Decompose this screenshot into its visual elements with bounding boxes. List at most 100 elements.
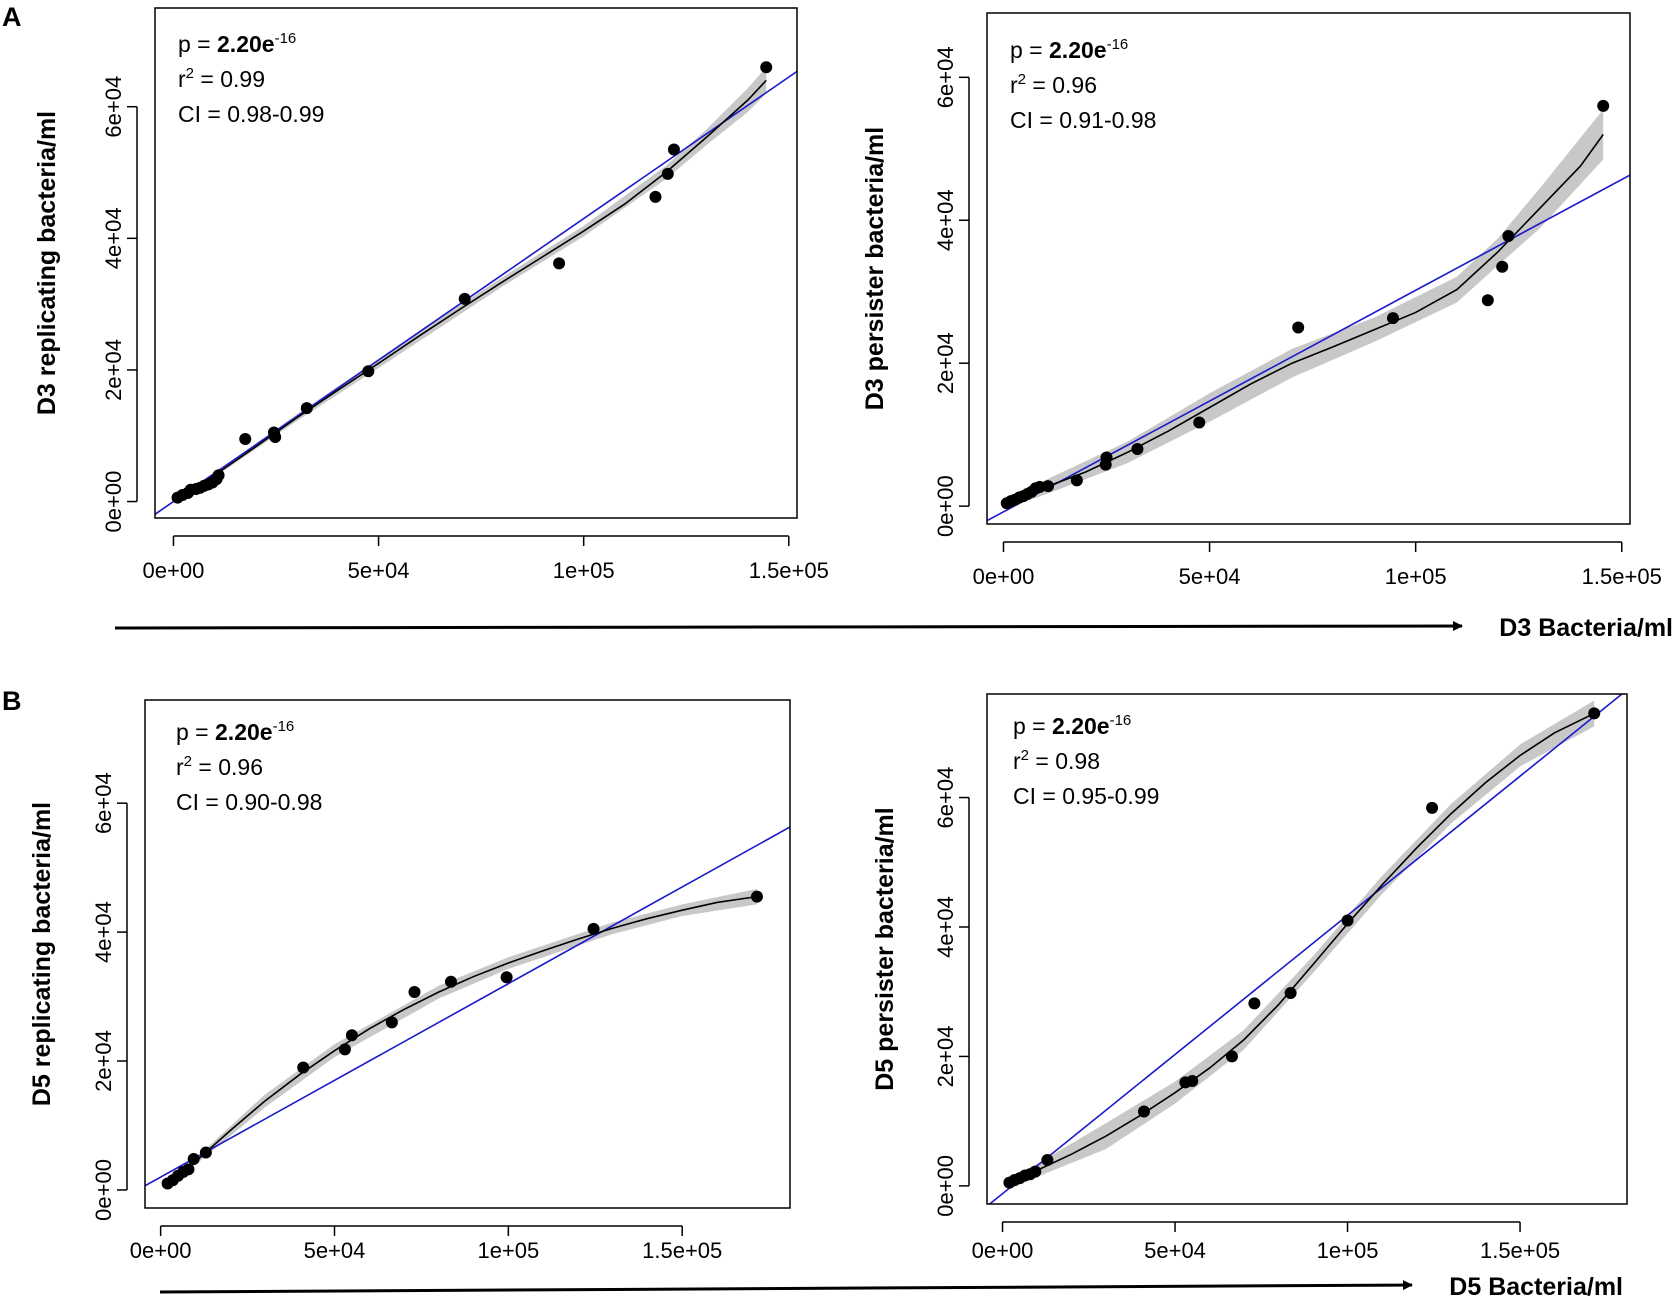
p-value-annotation: p = 2.20e-16 bbox=[176, 718, 294, 745]
data-point bbox=[1193, 416, 1206, 429]
x-tick-label: 0e+00 bbox=[130, 1238, 192, 1263]
y-tick-label: 4e+04 bbox=[91, 901, 116, 963]
data-point bbox=[1248, 997, 1261, 1010]
x-tick-label: 5e+04 bbox=[348, 558, 410, 583]
y-tick-label: 0e+00 bbox=[933, 475, 958, 537]
data-point bbox=[1292, 321, 1305, 334]
x-tick-label: 1e+05 bbox=[1317, 1238, 1379, 1263]
y-tick-label: 4e+04 bbox=[933, 189, 958, 251]
data-point bbox=[408, 986, 421, 999]
data-point bbox=[1386, 312, 1399, 325]
y-tick-label: 6e+04 bbox=[101, 76, 126, 138]
y-tick-label: 2e+04 bbox=[933, 332, 958, 394]
x-tick-label: 1.5e+05 bbox=[749, 558, 829, 583]
data-point bbox=[1597, 99, 1610, 112]
data-point bbox=[1100, 451, 1113, 464]
y-tick-label: 0e+00 bbox=[101, 471, 126, 533]
loess-curve bbox=[167, 895, 758, 1186]
data-point bbox=[1041, 1153, 1054, 1166]
data-point bbox=[1284, 987, 1297, 1000]
data-point bbox=[1186, 1075, 1199, 1088]
linear-regression-line bbox=[155, 70, 797, 515]
r-squared-annotation: r2 = 0.98 bbox=[1013, 747, 1100, 774]
loess-curve bbox=[1009, 712, 1595, 1185]
data-point bbox=[444, 975, 457, 988]
chart-4: 0e+00 5e+04 1e+05 1.5e+05 0e+00 2e+04 4e+04 6e+… bbox=[871, 693, 1628, 1263]
plot-frame bbox=[144, 699, 791, 1209]
x-tick-label: 0e+00 bbox=[973, 564, 1035, 589]
y-tick-label: 4e+04 bbox=[101, 207, 126, 269]
chart-3: 0e+00 5e+04 1e+05 1.5e+05 0e+00 2e+04 4e+04 6e+… bbox=[28, 699, 791, 1263]
data-point bbox=[212, 469, 225, 482]
plot-area bbox=[987, 99, 1630, 522]
r-squared-annotation: r2 = 0.96 bbox=[1010, 71, 1097, 98]
plot-area bbox=[145, 826, 790, 1190]
plot-area bbox=[155, 61, 797, 515]
data-point bbox=[760, 61, 773, 74]
y-axis-title: D5 replicating bacteria/ml bbox=[28, 802, 56, 1106]
ci-annotation: CI = 0.95-0.99 bbox=[1013, 783, 1159, 809]
chart-2: 0e+00 5e+04 1e+05 1.5e+05 0e+00 2e+04 4e+04 6e+… bbox=[861, 12, 1662, 589]
y-tick-label: 2e+04 bbox=[933, 1026, 958, 1088]
y-tick-label: 2e+04 bbox=[101, 339, 126, 401]
data-point bbox=[1481, 294, 1494, 307]
y-tick-label: 0e+00 bbox=[933, 1155, 958, 1217]
y-axis-title: D3 persister bacteria/ml bbox=[861, 127, 889, 410]
y-tick-label: 6e+04 bbox=[933, 767, 958, 829]
loess-confidence-band bbox=[177, 67, 767, 500]
data-point bbox=[458, 292, 471, 305]
y-axis-title: D5 persister bacteria/ml bbox=[871, 807, 899, 1090]
x-tick-label: 0e+00 bbox=[143, 558, 205, 583]
r-squared-annotation: r2 = 0.99 bbox=[178, 65, 265, 92]
data-point bbox=[1496, 260, 1509, 273]
panel-letter-b: B bbox=[2, 686, 22, 716]
data-point bbox=[187, 1153, 200, 1166]
y-tick-label: 2e+04 bbox=[91, 1030, 116, 1092]
x-tick-label: 5e+04 bbox=[1144, 1238, 1206, 1263]
x-tick-label: 1e+05 bbox=[1385, 564, 1447, 589]
shared-x-axis-label-b: D5 Bacteria/ml bbox=[1449, 1273, 1623, 1301]
data-point bbox=[182, 1163, 195, 1176]
y-tick-label: 4e+04 bbox=[933, 896, 958, 958]
data-point bbox=[750, 890, 763, 903]
loess-curve bbox=[1006, 134, 1604, 505]
x-tick-label: 5e+04 bbox=[1179, 564, 1241, 589]
x-tick-label: 1e+05 bbox=[477, 1238, 539, 1263]
data-point bbox=[362, 365, 375, 378]
y-axis-title: D3 replicating bacteria/ml bbox=[33, 111, 61, 415]
y-tick-label: 0e+00 bbox=[91, 1159, 116, 1221]
data-point bbox=[1042, 480, 1055, 493]
x-tick-label: 1.5e+05 bbox=[1582, 564, 1662, 589]
data-point bbox=[385, 1016, 398, 1029]
x-tick-label: 1e+05 bbox=[553, 558, 615, 583]
shared-x-axis-label-a: D3 Bacteria/ml bbox=[1499, 614, 1673, 642]
data-point bbox=[500, 971, 513, 984]
loess-confidence-band bbox=[1009, 700, 1595, 1190]
x-tick-label: 1.5e+05 bbox=[642, 1238, 722, 1263]
plot-frame bbox=[986, 12, 1631, 525]
data-point bbox=[1588, 707, 1601, 720]
linear-regression-line bbox=[988, 694, 1624, 1204]
chart-1: 0e+00 5e+04 1e+05 1.5e+05 0e+00 2e+04 4e+04 6e+… bbox=[33, 7, 829, 583]
y-tick-label: 6e+04 bbox=[91, 772, 116, 834]
shared-x-axis-arrow-b bbox=[159, 1280, 1413, 1294]
panel-letter-a: A bbox=[2, 2, 22, 32]
data-point bbox=[661, 167, 674, 180]
data-point bbox=[667, 143, 680, 156]
data-point bbox=[587, 922, 600, 935]
p-value-annotation: p = 2.20e-16 bbox=[178, 30, 296, 57]
data-point bbox=[239, 433, 252, 446]
x-tick-label: 0e+00 bbox=[972, 1238, 1034, 1263]
ci-annotation: CI = 0.98-0.99 bbox=[178, 101, 324, 127]
p-value-annotation: p = 2.20e-16 bbox=[1013, 712, 1131, 739]
data-point bbox=[649, 190, 662, 203]
y-tick-label: 6e+04 bbox=[933, 46, 958, 108]
linear-regression-line bbox=[145, 826, 790, 1187]
shared-x-axis-arrow-a bbox=[114, 621, 1463, 632]
data-point bbox=[1131, 442, 1144, 455]
ci-annotation: CI = 0.91-0.98 bbox=[1010, 107, 1156, 133]
x-tick-label: 5e+04 bbox=[304, 1238, 366, 1263]
data-point bbox=[269, 431, 282, 444]
ci-annotation: CI = 0.90-0.98 bbox=[176, 789, 322, 815]
